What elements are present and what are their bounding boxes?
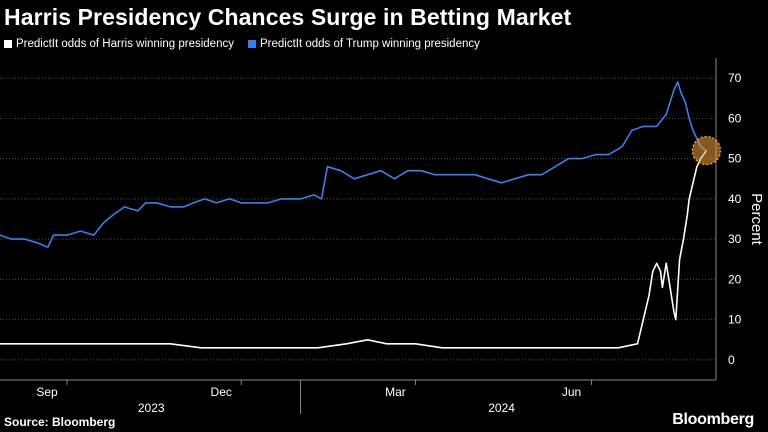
year-label-2024: 2024 xyxy=(488,401,515,415)
y-tick-label-60: 60 xyxy=(728,111,742,125)
x-tick-label-jun: Jun xyxy=(562,385,581,399)
legend-label-harris: PredictIt odds of Harris winning preside… xyxy=(16,38,234,50)
legend-swatch-harris xyxy=(4,40,12,48)
y-tick-label-30: 30 xyxy=(728,232,742,246)
x-tick-label-dec: Dec xyxy=(211,385,232,399)
y-tick-label-70: 70 xyxy=(728,71,742,85)
y-tick-label-40: 40 xyxy=(728,192,742,206)
crossover-highlight-marker xyxy=(691,135,722,166)
chart-title: Harris Presidency Chances Surge in Betti… xyxy=(4,4,572,30)
legend-label-trump: PredictIt odds of Trump winning presiden… xyxy=(259,38,480,50)
legend-item-harris: PredictIt odds of Harris winning preside… xyxy=(4,38,234,50)
source-note: Source: Bloomberg xyxy=(4,415,116,429)
y-tick-label-50: 50 xyxy=(728,152,742,166)
x-tick-label-mar: Mar xyxy=(385,385,406,399)
legend-item-trump: PredictIt odds of Trump winning presiden… xyxy=(247,38,480,50)
bloomberg-logo: Bloomberg xyxy=(672,411,754,428)
y-tick-label-0: 0 xyxy=(728,353,735,367)
y-axis-label: Percent xyxy=(748,193,765,246)
x-tick-label-sep: Sep xyxy=(36,385,58,399)
year-label-2023: 2023 xyxy=(138,401,165,415)
series-line-harris xyxy=(0,150,708,349)
series-line-trump xyxy=(0,81,707,248)
chart-legend: PredictIt odds of Harris winning preside… xyxy=(4,38,480,50)
y-tick-label-10: 10 xyxy=(728,313,742,327)
y-tick-label-20: 20 xyxy=(728,272,742,286)
legend-swatch-trump xyxy=(247,40,256,48)
